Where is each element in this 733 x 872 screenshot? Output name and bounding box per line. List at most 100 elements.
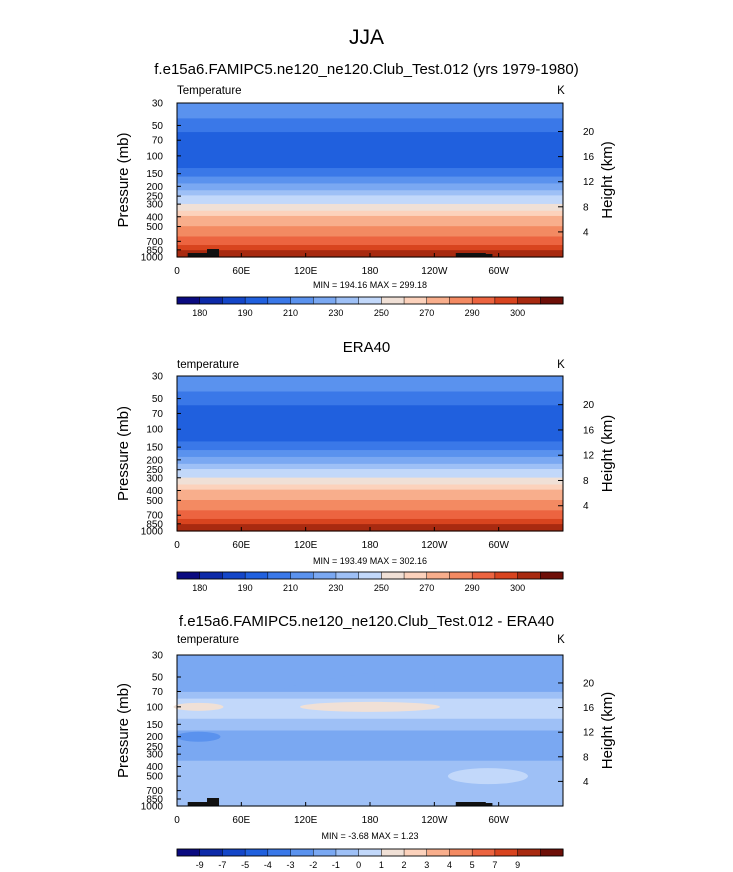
contour-band	[177, 794, 563, 797]
colorbar-swatch	[403, 296, 428, 305]
contour-band	[177, 417, 563, 420]
warm-anomaly	[300, 701, 440, 712]
contour-band	[177, 465, 563, 468]
colorbar-swatch	[358, 296, 382, 305]
contour-band	[177, 166, 563, 169]
colorbar-swatch	[199, 296, 223, 305]
y2axis-label: Height (km)	[599, 415, 616, 493]
contour-band	[177, 185, 563, 188]
contour-band	[177, 181, 563, 185]
colorbar-label: 290	[465, 308, 480, 318]
xtick-label: 120W	[421, 815, 448, 826]
contour-band	[177, 757, 563, 760]
contour-band	[177, 126, 563, 130]
contour-band	[177, 658, 563, 661]
contour-band	[177, 525, 563, 529]
colorbar-swatch	[494, 296, 519, 305]
contour-band	[177, 779, 563, 782]
colorbar-swatch	[517, 848, 541, 857]
contour-band	[177, 398, 563, 401]
chart-panel-3: f.e15a6.FAMIPC5.ne120_ne120.Club_Test.01…	[115, 613, 616, 870]
colorbar-label: 230	[328, 583, 343, 593]
colorbar-swatch	[426, 296, 451, 305]
contour-band	[177, 722, 563, 725]
contour-band	[177, 113, 563, 116]
ytick-label: 50	[152, 672, 164, 683]
contour-band	[177, 200, 563, 203]
colorbar-label: 300	[510, 308, 525, 318]
xtick-label: 120E	[294, 815, 318, 826]
topography-block	[187, 253, 218, 257]
contour-band	[177, 448, 563, 451]
colorbar-swatch	[358, 571, 382, 580]
colorbar-label: 250	[374, 308, 389, 318]
contour-band	[177, 130, 563, 133]
colorbar-frame	[176, 848, 564, 857]
contour-band	[177, 429, 563, 432]
colorbar-swatch	[517, 571, 541, 580]
contour-band	[177, 391, 563, 394]
contour-band	[177, 154, 563, 157]
colorbar-swatch	[358, 848, 382, 857]
contour-band	[177, 400, 563, 403]
contour-band	[177, 111, 563, 114]
contour-band	[177, 795, 563, 799]
ytick-label: 700	[146, 237, 163, 248]
contour-band	[177, 150, 563, 154]
colorbar-swatch	[199, 848, 223, 857]
contour-band	[177, 479, 563, 482]
contour-band	[177, 108, 563, 111]
height-tick-label: 8	[583, 752, 589, 763]
colorbar-label: 190	[238, 583, 253, 593]
contour-band	[177, 772, 563, 775]
contour-band	[177, 420, 563, 424]
contour-band	[177, 456, 563, 460]
contour-band	[177, 498, 563, 501]
colorbar-frame	[176, 296, 564, 305]
contour-band	[177, 444, 563, 448]
colorbar-label: 180	[192, 583, 207, 593]
colorbar-label: 9	[515, 860, 520, 870]
contour-band	[177, 217, 563, 220]
xtick-label: 180	[362, 540, 379, 551]
contour-band	[177, 209, 563, 212]
panel-title: f.e15a6.FAMIPC5.ne120_ne120.Club_Test.01…	[154, 61, 578, 78]
ytick-label: 70	[152, 136, 164, 147]
cool-anomaly	[278, 655, 435, 692]
ytick-label: 150	[146, 169, 163, 180]
contour-band	[177, 425, 563, 429]
colorbar-swatch	[335, 571, 360, 580]
contour-band	[177, 451, 563, 455]
contour-band	[177, 720, 563, 723]
contour-band	[177, 695, 563, 698]
colorbar-label: 210	[283, 583, 298, 593]
contour-band	[177, 123, 563, 126]
contour-field	[177, 376, 563, 532]
units-label: K	[557, 85, 565, 97]
contour-band	[177, 226, 563, 229]
colorbar-swatch	[449, 296, 473, 305]
contour-band	[177, 732, 563, 735]
yaxis-label: Pressure (mb)	[115, 683, 132, 778]
contour-band	[177, 696, 563, 700]
contour-band	[177, 506, 563, 510]
contour-band	[177, 792, 563, 795]
contour-band	[177, 782, 563, 785]
colorbar-swatch	[312, 848, 337, 857]
contour-band	[177, 663, 563, 666]
xtick-label: 120W	[421, 266, 448, 277]
contour-band	[177, 780, 563, 784]
contour-band	[177, 486, 563, 489]
contour-band	[177, 195, 563, 198]
colorbar-label: 2	[402, 860, 407, 870]
xtick-label: 0	[174, 540, 180, 551]
height-tick-label: 4	[583, 227, 589, 238]
colorbar-swatch	[335, 296, 360, 305]
ytick-label: 300	[146, 473, 163, 484]
contour-band	[177, 427, 563, 430]
topography-block	[480, 803, 493, 806]
ytick-label: 100	[146, 702, 163, 713]
contour-band	[177, 239, 563, 243]
contour-band	[177, 245, 563, 248]
contour-band	[177, 221, 563, 224]
